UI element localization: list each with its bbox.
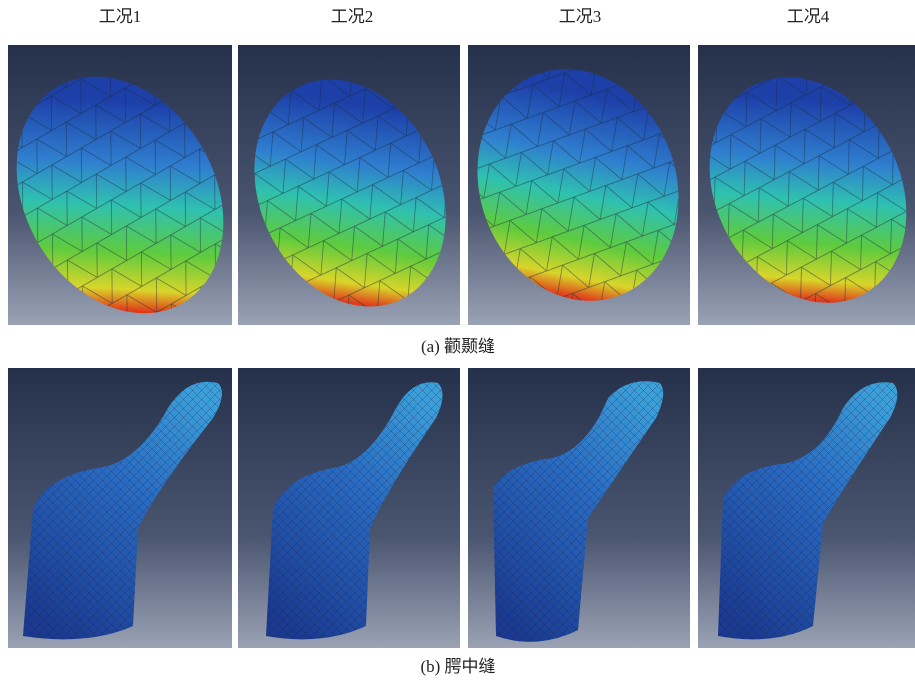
panel xyxy=(468,368,690,648)
column-label: 工况2 xyxy=(331,7,374,26)
caption: (a) 颧颞缝 xyxy=(421,337,495,356)
panel xyxy=(0,39,265,351)
row-a xyxy=(0,39,915,351)
caption: (b) 腭中缝 xyxy=(420,657,495,676)
panel xyxy=(698,368,915,648)
row-b xyxy=(8,368,915,648)
panel xyxy=(8,368,232,648)
panel xyxy=(238,368,460,648)
panel xyxy=(219,45,482,338)
panel xyxy=(671,43,915,338)
column-label: 工况3 xyxy=(559,7,602,26)
column-label: 工况1 xyxy=(99,7,142,26)
panel xyxy=(446,41,711,330)
column-label: 工况4 xyxy=(787,7,830,26)
figure: 工况1 工况2 工况3 工况4 (a) 颧颞缝 xyxy=(0,0,915,682)
